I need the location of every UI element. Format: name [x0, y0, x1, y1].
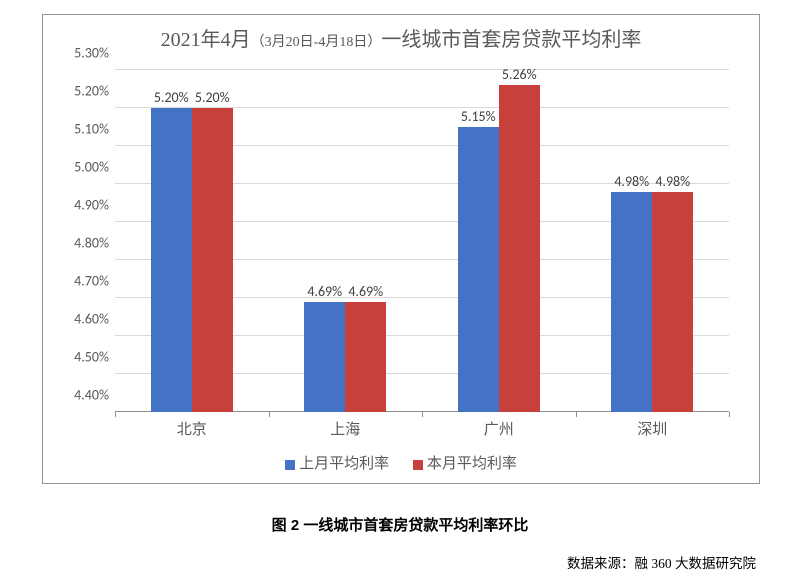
plot-area: 4.40%4.50%4.60%4.70%4.80%4.90%5.00%5.10%… [115, 69, 729, 412]
bar [499, 85, 540, 412]
data-label: 5.20% [154, 89, 189, 106]
y-tick-label: 5.30% [74, 45, 109, 62]
legend-swatch-curr [413, 460, 423, 470]
legend-swatch-prev [285, 460, 295, 470]
chart-container: 2021年4月（3月20日-4月18日）一线城市首套房贷款平均利率 4.40%4… [42, 14, 760, 484]
legend: 上月平均利率 本月平均利率 [43, 452, 759, 473]
x-category-label: 深圳 [637, 418, 667, 439]
legend-label-curr: 本月平均利率 [427, 456, 517, 472]
y-tick-label: 4.40% [74, 387, 109, 404]
data-label: 5.20% [195, 89, 230, 106]
legend-item-prev: 上月平均利率 [285, 452, 389, 473]
y-tick-label: 4.90% [74, 197, 109, 214]
data-label: 5.15% [461, 108, 496, 125]
chart-title-tail: 一线城市首套房贷款平均利率 [381, 29, 641, 51]
figure-caption: 图 2 一线城市首套房贷款平均利率环比 [0, 514, 800, 535]
bar [652, 192, 693, 412]
bar [192, 108, 233, 412]
bar [345, 302, 386, 412]
chart-title-sub: （3月20日-4月18日） [251, 35, 382, 50]
bar [151, 108, 192, 412]
x-tick-mark [422, 412, 423, 417]
y-tick-label: 4.50% [74, 349, 109, 366]
bar [304, 302, 345, 412]
chart-title-main: 2021年4月 [161, 29, 251, 51]
data-label: 4.98% [655, 173, 690, 190]
x-tick-mark [729, 412, 730, 417]
data-label: 4.69% [348, 283, 383, 300]
y-tick-label: 5.10% [74, 121, 109, 138]
x-category-label: 北京 [177, 418, 207, 439]
chart-title: 2021年4月（3月20日-4月18日）一线城市首套房贷款平均利率 [43, 23, 759, 52]
x-tick-mark [576, 412, 577, 417]
bar [611, 192, 652, 412]
y-tick-label: 4.80% [74, 235, 109, 252]
x-tick-mark [115, 412, 116, 417]
y-tick-label: 4.60% [74, 311, 109, 328]
data-label: 4.98% [614, 173, 649, 190]
data-source: 数据来源：融 360 大数据研究院 [567, 552, 756, 572]
data-label: 4.69% [307, 283, 342, 300]
y-tick-label: 5.00% [74, 159, 109, 176]
y-tick-label: 5.20% [74, 83, 109, 100]
data-label: 5.26% [502, 66, 537, 83]
legend-item-curr: 本月平均利率 [413, 452, 517, 473]
y-tick-label: 4.70% [74, 273, 109, 290]
x-category-label: 广州 [484, 418, 514, 439]
x-tick-mark [269, 412, 270, 417]
x-category-label: 上海 [330, 418, 360, 439]
legend-label-prev: 上月平均利率 [299, 456, 389, 472]
bar [458, 127, 499, 412]
